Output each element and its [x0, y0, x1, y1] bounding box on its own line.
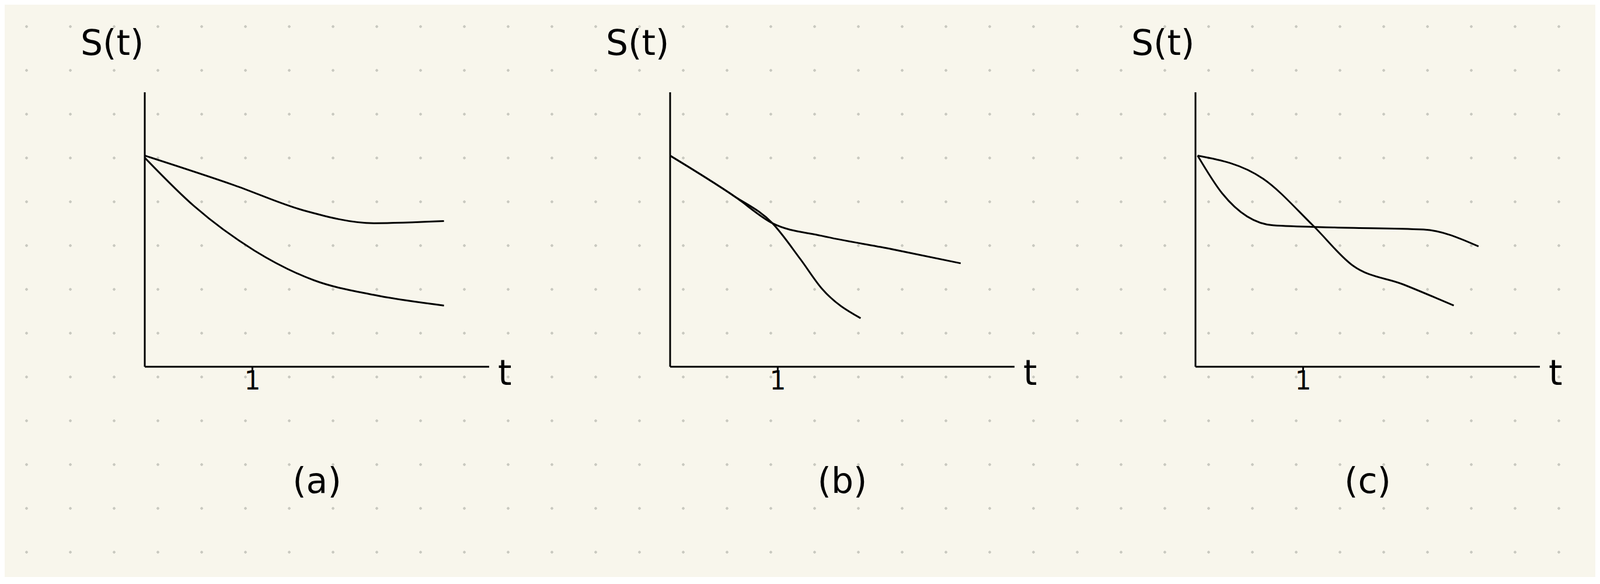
html-text:S(t): S(t) — [605, 22, 670, 64]
html-text:S(t): S(t) — [1131, 22, 1195, 64]
svg-text:1: 1 — [769, 365, 786, 396]
html-text:t: t — [1548, 351, 1563, 393]
html-text:t: t — [1023, 351, 1037, 393]
html-text:(c): (c) — [1344, 459, 1391, 501]
html-text:S(t): S(t) — [80, 22, 144, 64]
svg-text:1: 1 — [1294, 365, 1312, 396]
html-text:(b): (b) — [817, 459, 868, 501]
html-text:(a): (a) — [292, 459, 342, 501]
html-text:t: t — [497, 351, 512, 393]
svg-text:1: 1 — [243, 365, 261, 396]
